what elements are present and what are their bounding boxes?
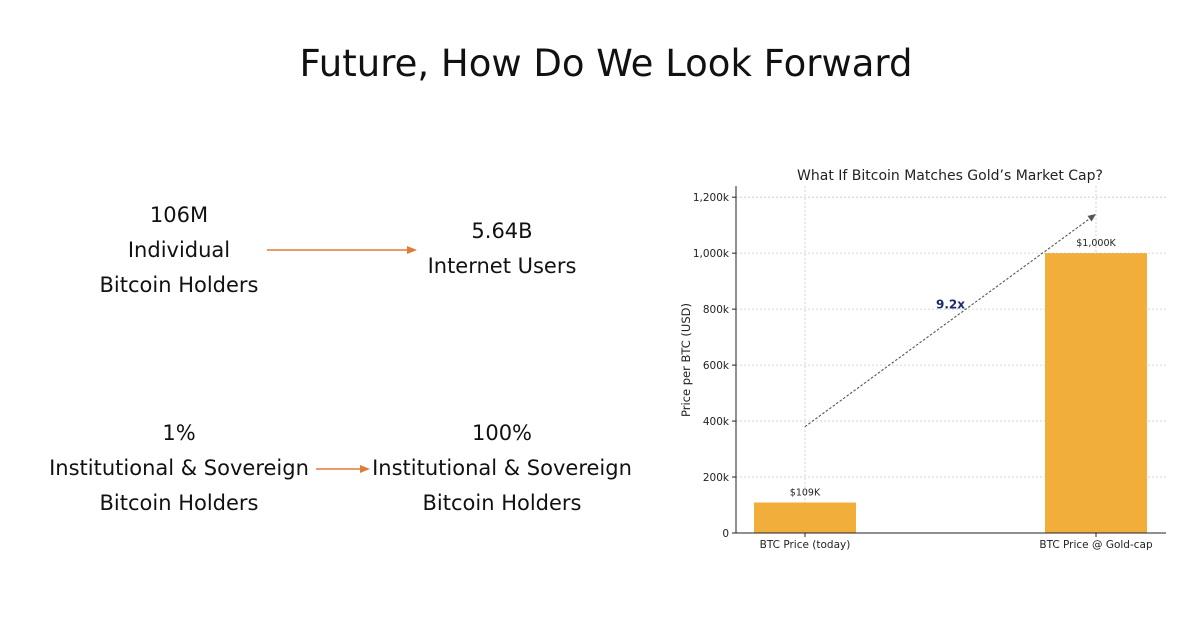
- y-tick-label: 600k: [703, 360, 730, 372]
- stat-institutional-future: 100% Institutional & Sovereign Bitcoin H…: [362, 416, 642, 521]
- trend-arrowhead-icon: [1087, 213, 1096, 222]
- bar: [1045, 253, 1147, 533]
- stat-individual-holders: 106M Individual Bitcoin Holders: [69, 198, 289, 303]
- stat-value: 1%: [162, 421, 196, 445]
- stat-label-line2: Bitcoin Holders: [99, 491, 259, 515]
- chart-title: What If Bitcoin Matches Gold’s Market Ca…: [797, 168, 1103, 184]
- stat-label-line1: Institutional & Sovereign: [372, 456, 632, 480]
- x-tick-label: BTC Price @ Gold-cap: [1039, 539, 1153, 551]
- stat-label-line2: Bitcoin Holders: [99, 273, 259, 297]
- y-tick-label: 800k: [703, 304, 730, 316]
- x-tick-label: BTC Price (today): [760, 539, 851, 551]
- stat-value: 100%: [471, 421, 533, 445]
- y-tick-label: 1,200k: [693, 192, 730, 204]
- stat-value: 106M: [149, 203, 209, 227]
- y-axis-label: Price per BTC (USD): [679, 303, 693, 417]
- bar-data-label: $1,000K: [1076, 238, 1116, 249]
- stat-label-line1: Internet Users: [427, 254, 577, 278]
- stat-institutional-current: 1% Institutional & Sovereign Bitcoin Hol…: [39, 416, 319, 521]
- trend-arrow-line: [804, 216, 1093, 428]
- y-tick-label: 400k: [703, 416, 730, 428]
- stat-label-line2: Bitcoin Holders: [422, 491, 582, 515]
- bar: [754, 502, 856, 533]
- stat-label-line1: Individual: [127, 238, 231, 262]
- arrow-right-icon: [316, 465, 370, 473]
- y-tick-label: 1,000k: [693, 248, 730, 260]
- multiplier-annotation: 9.2x: [936, 297, 965, 311]
- slide-title: Future, How Do We Look Forward: [299, 42, 913, 85]
- y-tick-label: 200k: [703, 472, 730, 484]
- y-tick-label: 0: [722, 528, 729, 540]
- stat-value: 5.64B: [471, 219, 533, 243]
- stat-internet-users: 5.64B Internet Users: [392, 214, 612, 284]
- stat-label-line1: Institutional & Sovereign: [49, 456, 309, 480]
- arrow-right-icon: [267, 246, 417, 254]
- bar-data-label: $109K: [790, 487, 821, 498]
